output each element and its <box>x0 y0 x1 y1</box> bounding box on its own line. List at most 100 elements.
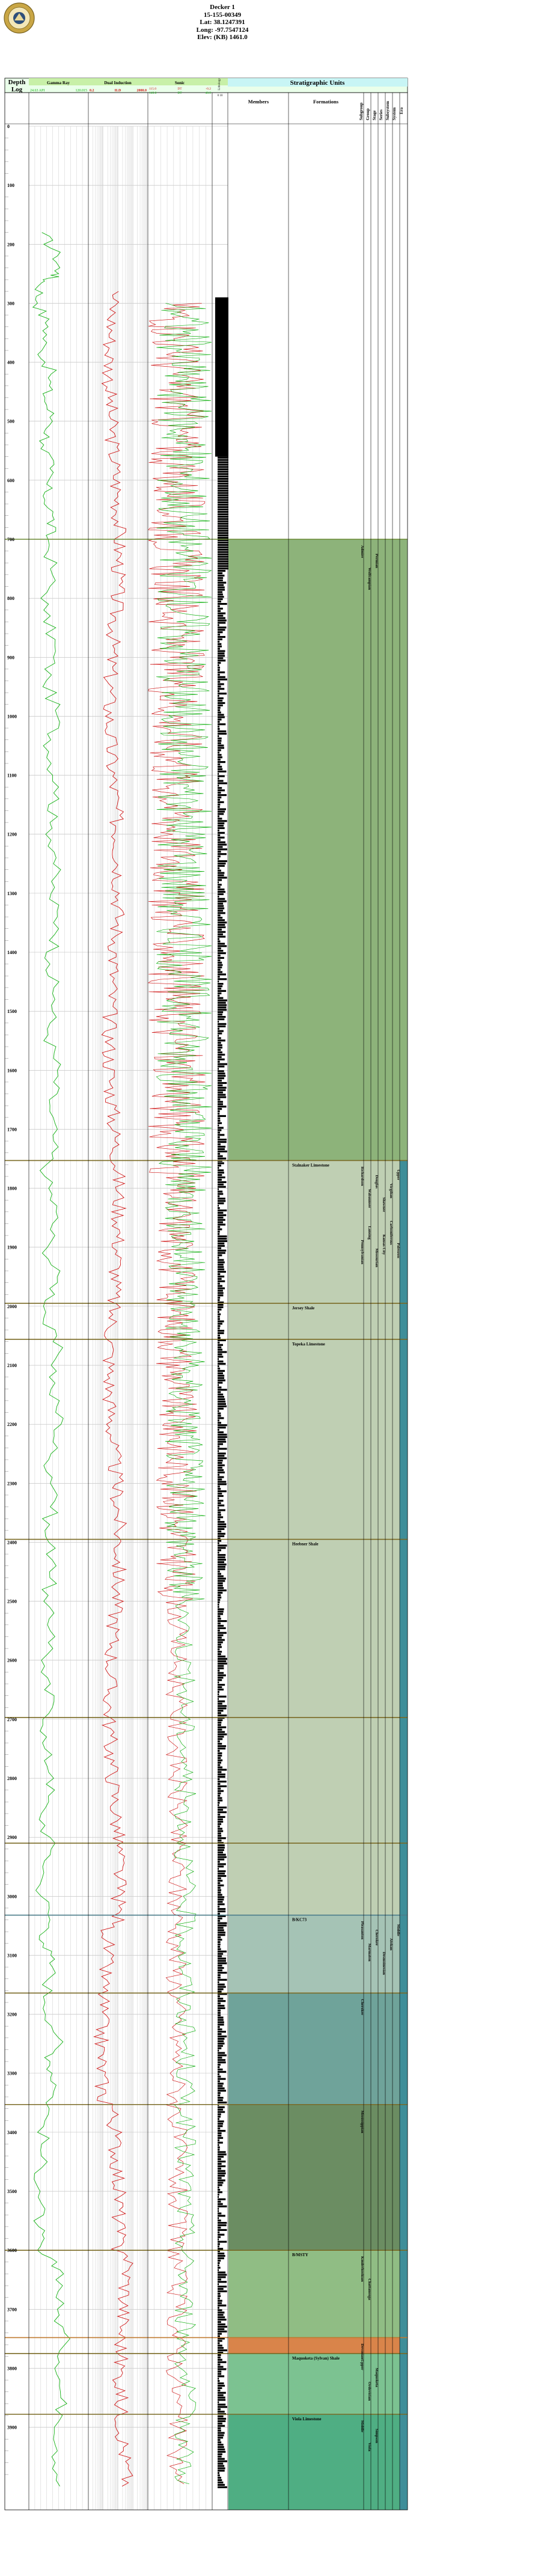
lith-bar <box>218 2019 224 2021</box>
lith-bar <box>218 1452 226 1455</box>
lith-bar <box>218 697 224 700</box>
lith-bar <box>218 1686 222 1689</box>
lith-bar <box>218 1882 221 1884</box>
depth-tick-label: 1700 <box>7 1127 17 1132</box>
lith-bar <box>218 1974 221 1976</box>
lith-bar <box>218 2450 226 2453</box>
lith-bar <box>218 1186 226 1188</box>
lith-bar <box>218 1884 224 1886</box>
strat-band-5 <box>228 2250 408 2338</box>
lith-bar <box>218 1568 225 1570</box>
sonic-mid2: DT <box>177 91 182 95</box>
era-strip <box>400 1160 408 2510</box>
lith-bar <box>218 2078 226 2080</box>
lith-bar <box>218 2380 220 2382</box>
lith-bar <box>218 1677 224 1679</box>
lith-bar <box>218 1721 222 1724</box>
lith-bar <box>218 2165 226 2167</box>
depth-tick-label: 1900 <box>7 1245 17 1250</box>
lith-bar <box>218 2420 226 2422</box>
lith-bar <box>218 1311 219 1313</box>
lith-bar <box>218 676 225 678</box>
lith-bar <box>218 1769 227 1771</box>
lith-bar <box>218 1922 227 1924</box>
lith-bar <box>218 2028 222 2031</box>
lith-bar <box>218 1759 223 1761</box>
lith-bar <box>218 2444 224 2446</box>
lith-bar <box>218 1094 226 1096</box>
lith-bar <box>218 1820 224 1823</box>
lith-bar <box>218 1157 227 1160</box>
lith-bar <box>218 579 223 581</box>
lith-bar <box>218 603 227 605</box>
lith-bar <box>218 1858 225 1861</box>
lith-bar <box>218 1377 225 1379</box>
lith-bar <box>218 2193 219 2196</box>
lith-bar <box>218 810 225 813</box>
lith-bar <box>218 1993 227 1995</box>
lith-bar <box>218 780 224 782</box>
gamma-ray-curve <box>32 232 70 2486</box>
lith-bar <box>218 777 219 780</box>
formation-top-label-2: Jersey Shale <box>292 1306 314 1311</box>
strat-label-2-2: Cherokee <box>374 1930 379 1946</box>
lith-bar <box>218 2427 221 2429</box>
lith-bar <box>218 1754 222 1757</box>
lith-bar <box>218 520 228 522</box>
lith-bar <box>218 737 222 739</box>
lith-bar <box>218 1460 223 1462</box>
lith-bar <box>218 1868 219 1870</box>
lith-bar <box>218 893 224 896</box>
lith-bar <box>218 1782 221 1785</box>
lith-bar <box>218 553 228 555</box>
lith-bar <box>218 1280 225 1282</box>
strat-label-1-6: Pennsylvanian <box>360 1240 364 1264</box>
lith-bar <box>218 1042 221 1044</box>
lith-bar <box>218 1665 224 1667</box>
lith-bar <box>218 1254 222 1256</box>
lith-bar <box>218 735 219 737</box>
lithology-layer <box>215 297 228 2488</box>
lith-bar <box>218 938 220 940</box>
lith-bar <box>218 2217 219 2220</box>
lith-bar <box>218 2396 225 2399</box>
lith-bar <box>218 1313 221 1315</box>
lith-bar <box>218 1039 225 1042</box>
lith-bar <box>218 1356 224 1358</box>
lith-bar <box>218 1242 225 1245</box>
lith-bar <box>218 1988 224 1990</box>
lith-bar <box>218 693 227 695</box>
lith-bar <box>218 1535 225 1537</box>
depth-tick-label: 700 <box>7 537 14 542</box>
lith-bar <box>218 1412 221 1415</box>
lith-bar <box>218 593 223 596</box>
formation-top-label-3: Topeka Limestone <box>292 1342 325 1347</box>
lith-bar <box>218 1636 222 1639</box>
lith-bar <box>218 1728 222 1731</box>
lith-bar <box>218 487 228 489</box>
lith-bar <box>218 806 220 808</box>
lith-bar <box>218 2064 221 2066</box>
lith-bar <box>218 917 223 919</box>
lith-bar <box>218 1912 220 1915</box>
rotated-label-6: Era <box>399 107 404 114</box>
lith-bar <box>218 1752 222 1754</box>
lith-bar <box>218 1587 224 1589</box>
lith-bar <box>218 1563 227 1565</box>
lith-bar <box>218 504 228 506</box>
lith-bar <box>218 1273 221 1276</box>
lith-bar <box>218 1591 223 1594</box>
lith-bar <box>218 1807 227 1809</box>
lith-bar <box>218 732 227 735</box>
lith-bar <box>218 655 225 657</box>
lith-bar <box>218 1270 226 1273</box>
lith-bar <box>218 1719 223 1722</box>
lith-bar <box>218 711 221 714</box>
lith-bar <box>218 902 224 905</box>
lith-bar <box>218 1863 226 1865</box>
lith-bar <box>218 1575 224 1577</box>
strat-label-0-1: Wolfcampian <box>367 568 371 590</box>
lith-bar <box>218 1127 224 1129</box>
lith-bar <box>218 1431 224 1434</box>
lith-bar <box>218 1410 219 1412</box>
